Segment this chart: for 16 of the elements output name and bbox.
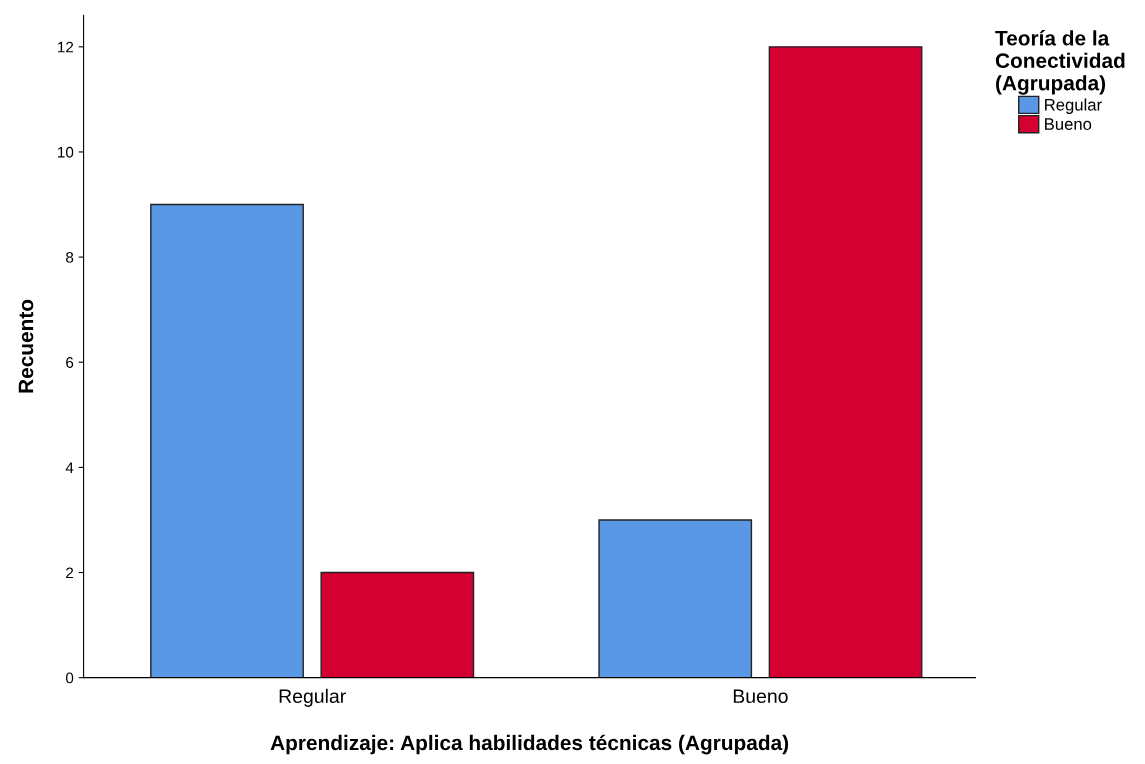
- bar: [598, 519, 753, 678]
- legend-label: Regular: [1045, 98, 1102, 114]
- bar: [150, 203, 304, 678]
- y-axis-title: Recuento: [18, 299, 34, 393]
- y-tick-label: 4: [65, 462, 74, 473]
- bar: [768, 46, 923, 678]
- y-tick-label: 8: [66, 251, 74, 263]
- y-tick-label: 6: [66, 357, 74, 368]
- x-axis-title: Aprendizaje: Aplica habilidades técnicas (Agrupada): [270, 734, 789, 755]
- y-tick-label: 12: [58, 41, 74, 53]
- bar: [320, 571, 475, 678]
- y-tick-label: 10: [58, 146, 74, 158]
- legend-label: Bueno: [1045, 118, 1092, 130]
- y-tick-label: 0: [65, 672, 74, 684]
- y-tick-label: 2: [66, 567, 74, 579]
- legend-title: Teoría de la Conectividad (Agrupada): [995, 30, 1125, 95]
